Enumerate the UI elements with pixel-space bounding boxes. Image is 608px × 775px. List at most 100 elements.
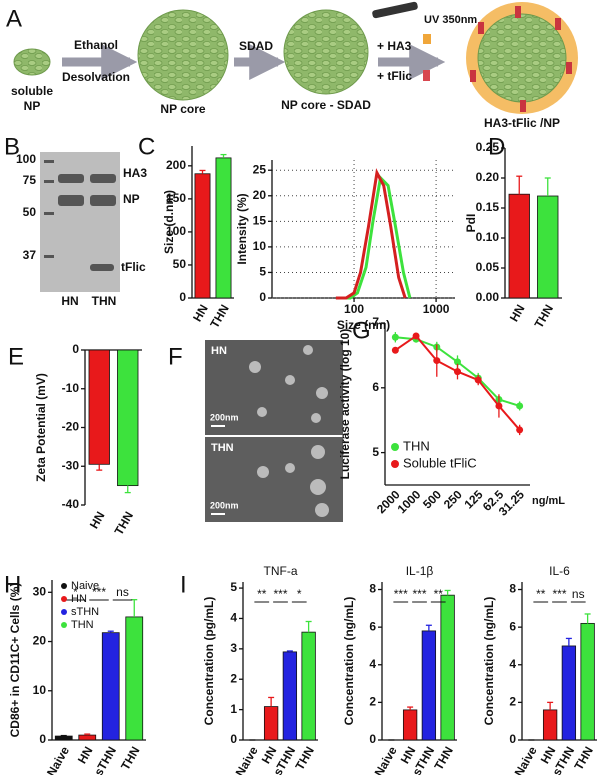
legend-marker bbox=[391, 443, 399, 451]
y-tick-label: 0.10 bbox=[476, 230, 500, 244]
x-axis-label: Size (nm) bbox=[337, 318, 390, 332]
y-tick-label: 0 bbox=[39, 732, 46, 746]
point bbox=[474, 376, 482, 384]
y-axis-label: Size (d.nm) bbox=[162, 190, 176, 254]
y-tick-label: 30 bbox=[33, 584, 47, 598]
y-axis-label: Concentration (pg/mL) bbox=[202, 597, 216, 726]
legend-label: Naive bbox=[71, 580, 99, 592]
y-tick-label: 2 bbox=[509, 695, 516, 709]
scale-label: 200nm bbox=[210, 500, 239, 510]
y-tick-label: 0 bbox=[259, 290, 266, 304]
y-axis-label: Concentration (ng/mL) bbox=[482, 597, 496, 726]
y-tick-label: 7 bbox=[372, 315, 379, 329]
bar bbox=[263, 706, 279, 741]
scale-label: 200nm bbox=[210, 412, 239, 422]
y-tick-label: 0 bbox=[369, 732, 376, 746]
label: SDAD bbox=[239, 39, 273, 53]
y-tick-label: -10 bbox=[62, 381, 80, 395]
panel-a: A soluble NP Ethanol Desolvation NP core… bbox=[6, 1, 578, 130]
bar bbox=[215, 157, 232, 299]
significance-label: *** bbox=[394, 587, 408, 601]
point bbox=[412, 332, 420, 340]
y-tick-label: 0.15 bbox=[476, 200, 500, 214]
ladder-label: 50 bbox=[23, 205, 37, 219]
y-tick-label: 0.00 bbox=[476, 290, 500, 304]
x-tick-label: THN bbox=[572, 744, 596, 772]
legend-marker bbox=[61, 583, 67, 589]
y-axis-label: Zeta Potential (mV) bbox=[34, 373, 48, 482]
panel-label: F bbox=[168, 343, 183, 370]
significance-label: * bbox=[297, 587, 302, 601]
y-tick-label: 4 bbox=[230, 611, 237, 625]
y-tick-label: 3 bbox=[230, 641, 237, 655]
image-title: THN bbox=[211, 442, 234, 454]
label: + HA3 bbox=[377, 39, 412, 53]
y-tick-label: 5 bbox=[372, 445, 379, 459]
point bbox=[391, 346, 399, 354]
y-tick-label: 0.25 bbox=[476, 140, 500, 154]
y-tick-label: 4 bbox=[369, 657, 376, 671]
x-tick-label: THN bbox=[207, 302, 231, 330]
bar bbox=[101, 632, 120, 741]
significance-label: *** bbox=[92, 585, 106, 599]
y-tick-label: 100 bbox=[166, 224, 186, 238]
label: soluble bbox=[11, 84, 53, 98]
x-tick-label: Naive bbox=[44, 744, 72, 775]
label: NP bbox=[24, 99, 41, 113]
point bbox=[516, 426, 524, 434]
y-tick-label: -40 bbox=[62, 497, 80, 511]
bar bbox=[580, 622, 595, 741]
bar bbox=[402, 709, 418, 741]
bar bbox=[440, 594, 455, 741]
x-tick-label: sTHN bbox=[91, 744, 119, 775]
x-tick-label: THN bbox=[532, 302, 556, 330]
panel-b: B 100 75 50 37 HA3 NP tFlic HN THN bbox=[4, 133, 147, 308]
final-np bbox=[477, 13, 567, 103]
x-tick-label: HN bbox=[190, 302, 211, 324]
lane-label: THN bbox=[92, 294, 117, 308]
y-tick-label: 0 bbox=[509, 732, 516, 746]
point bbox=[495, 402, 503, 410]
bar bbox=[125, 616, 144, 741]
significance-label: *** bbox=[552, 587, 566, 601]
significance-label: *** bbox=[273, 587, 287, 601]
y-tick-label: 0.20 bbox=[476, 170, 500, 184]
lane-label: HN bbox=[61, 294, 78, 308]
gel-bands bbox=[44, 160, 116, 271]
panel-label: C bbox=[138, 133, 155, 160]
x-tick-label: THN bbox=[118, 744, 142, 772]
y-tick-label: 8 bbox=[509, 582, 516, 596]
legend-marker bbox=[61, 596, 67, 602]
particles bbox=[249, 345, 328, 423]
chart-title: IL-6 bbox=[549, 564, 570, 578]
ha3-icon bbox=[423, 34, 431, 44]
y-tick-label: 5 bbox=[230, 580, 237, 594]
x-tick-label: HN bbox=[87, 509, 108, 531]
chart-title: TNF-a bbox=[264, 564, 298, 578]
band-label: HA3 bbox=[123, 166, 147, 180]
point bbox=[516, 402, 524, 410]
legend-label: sTHN bbox=[71, 606, 99, 618]
tflic-icon bbox=[423, 70, 430, 81]
np-core bbox=[137, 9, 229, 101]
bar bbox=[78, 734, 97, 741]
x-tick-label: HN bbox=[75, 744, 96, 766]
panel-label: E bbox=[8, 343, 24, 370]
panel-label: I bbox=[180, 571, 187, 598]
line bbox=[341, 174, 412, 300]
tflic-decor bbox=[470, 6, 572, 112]
y-tick-label: 25 bbox=[253, 162, 267, 176]
y-axis-label: Concentration (ng/mL) bbox=[342, 597, 356, 726]
panel-f: F HN 200nm THN 200nm bbox=[168, 340, 343, 522]
y-tick-label: 6 bbox=[509, 619, 516, 633]
ladder-label: 37 bbox=[23, 248, 37, 262]
bar bbox=[561, 645, 577, 741]
y-tick-label: 0 bbox=[179, 290, 186, 304]
y-tick-label: 5 bbox=[259, 265, 266, 279]
x-tick-label: 125 bbox=[462, 487, 486, 511]
legend-marker bbox=[61, 609, 67, 615]
chart-title: IL-1β bbox=[406, 564, 434, 578]
y-tick-label: -30 bbox=[62, 458, 80, 472]
y-tick-label: 10 bbox=[253, 239, 267, 253]
